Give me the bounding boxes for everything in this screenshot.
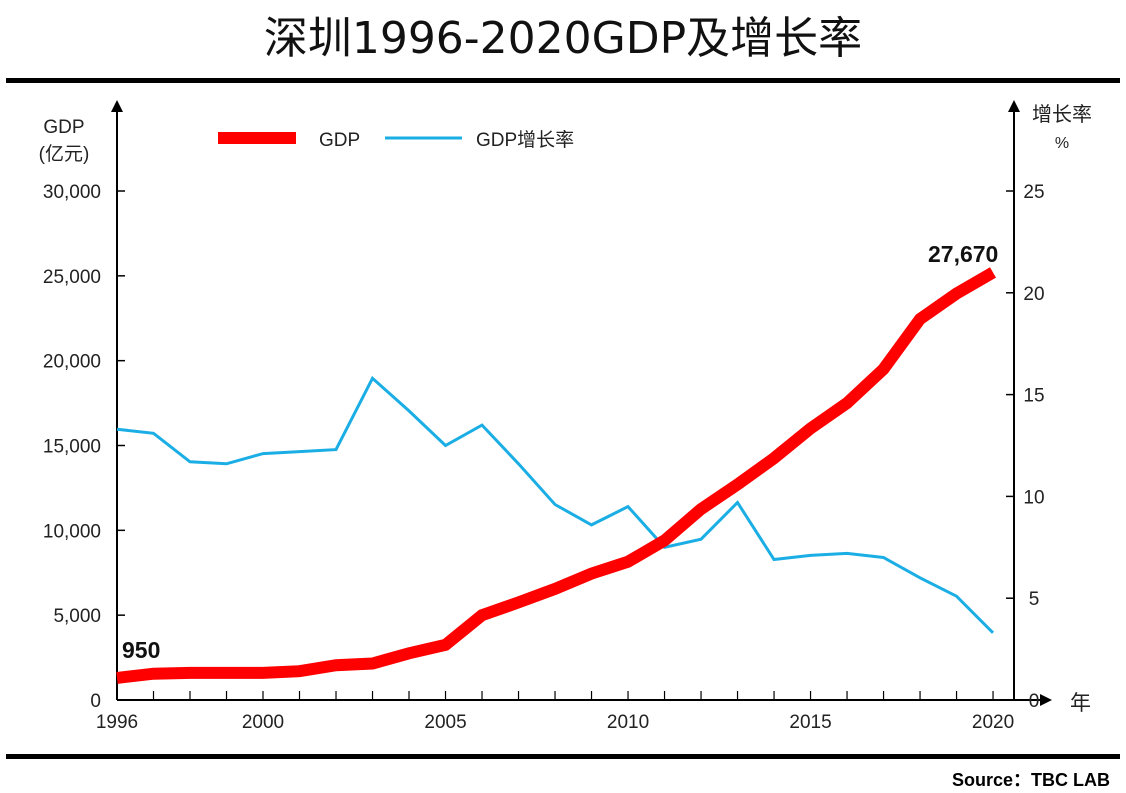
- left-axis-tick-label: 15,000: [43, 437, 101, 458]
- x-axis-tick-label: 2020: [972, 712, 1014, 733]
- x-axis-tick-label: 1996: [96, 712, 138, 733]
- right-axis-label-line1: 增长率: [1032, 103, 1092, 126]
- right-axis-tick-label: 20: [1023, 284, 1044, 305]
- left-axis-label-line2: (亿元): [39, 143, 90, 165]
- x-axis-tick-label: 2010: [607, 712, 649, 733]
- left-axis-tick-label: 30,000: [43, 182, 101, 203]
- x-axis-tick-label: 2015: [789, 712, 831, 733]
- x-axis-arrow-icon: [1040, 694, 1052, 706]
- left-axis-arrow-icon: [111, 100, 123, 112]
- growth-rate-line: [116, 375, 995, 634]
- left-axis-tick-label: 0: [90, 691, 101, 712]
- right-axis-tick-label: 5: [1029, 589, 1040, 610]
- legend-growth-label: GDP增长率: [476, 129, 574, 151]
- left-axis-tick-label: 5,000: [53, 606, 101, 627]
- right-axis-tick-label: 15: [1023, 386, 1044, 407]
- right-axis-tick-label: 25: [1023, 182, 1044, 203]
- gdp-line: [116, 267, 997, 684]
- left-axis-tick-label: 20,000: [43, 352, 101, 373]
- left-axis-tick-label: 10,000: [43, 521, 101, 542]
- gdp-end-label: 27,670: [928, 241, 998, 267]
- x-axis-tick-label: 2000: [242, 712, 284, 733]
- x-axis-tick-label: 2005: [424, 712, 466, 733]
- right-axis-tick-label: 10: [1023, 487, 1044, 508]
- chart-title: 深圳1996-2020GDP及增长率: [263, 13, 863, 64]
- right-axis-tick-label: 0: [1029, 691, 1040, 712]
- left-axis-label-line1: GDP: [43, 117, 84, 138]
- gdp-start-label: 950: [122, 637, 160, 663]
- bottom-rule: [6, 754, 1120, 759]
- left-axis-tick-label: 25,000: [43, 267, 101, 288]
- source-note: Source：TBC LAB: [951, 770, 1110, 790]
- right-axis-arrow-icon: [1008, 100, 1020, 112]
- x-axis-unit-label: 年: [1070, 692, 1091, 715]
- legend-gdp-label: GDP: [319, 130, 360, 151]
- right-axis-label-line2: %: [1055, 135, 1069, 152]
- top-rule: [6, 78, 1120, 83]
